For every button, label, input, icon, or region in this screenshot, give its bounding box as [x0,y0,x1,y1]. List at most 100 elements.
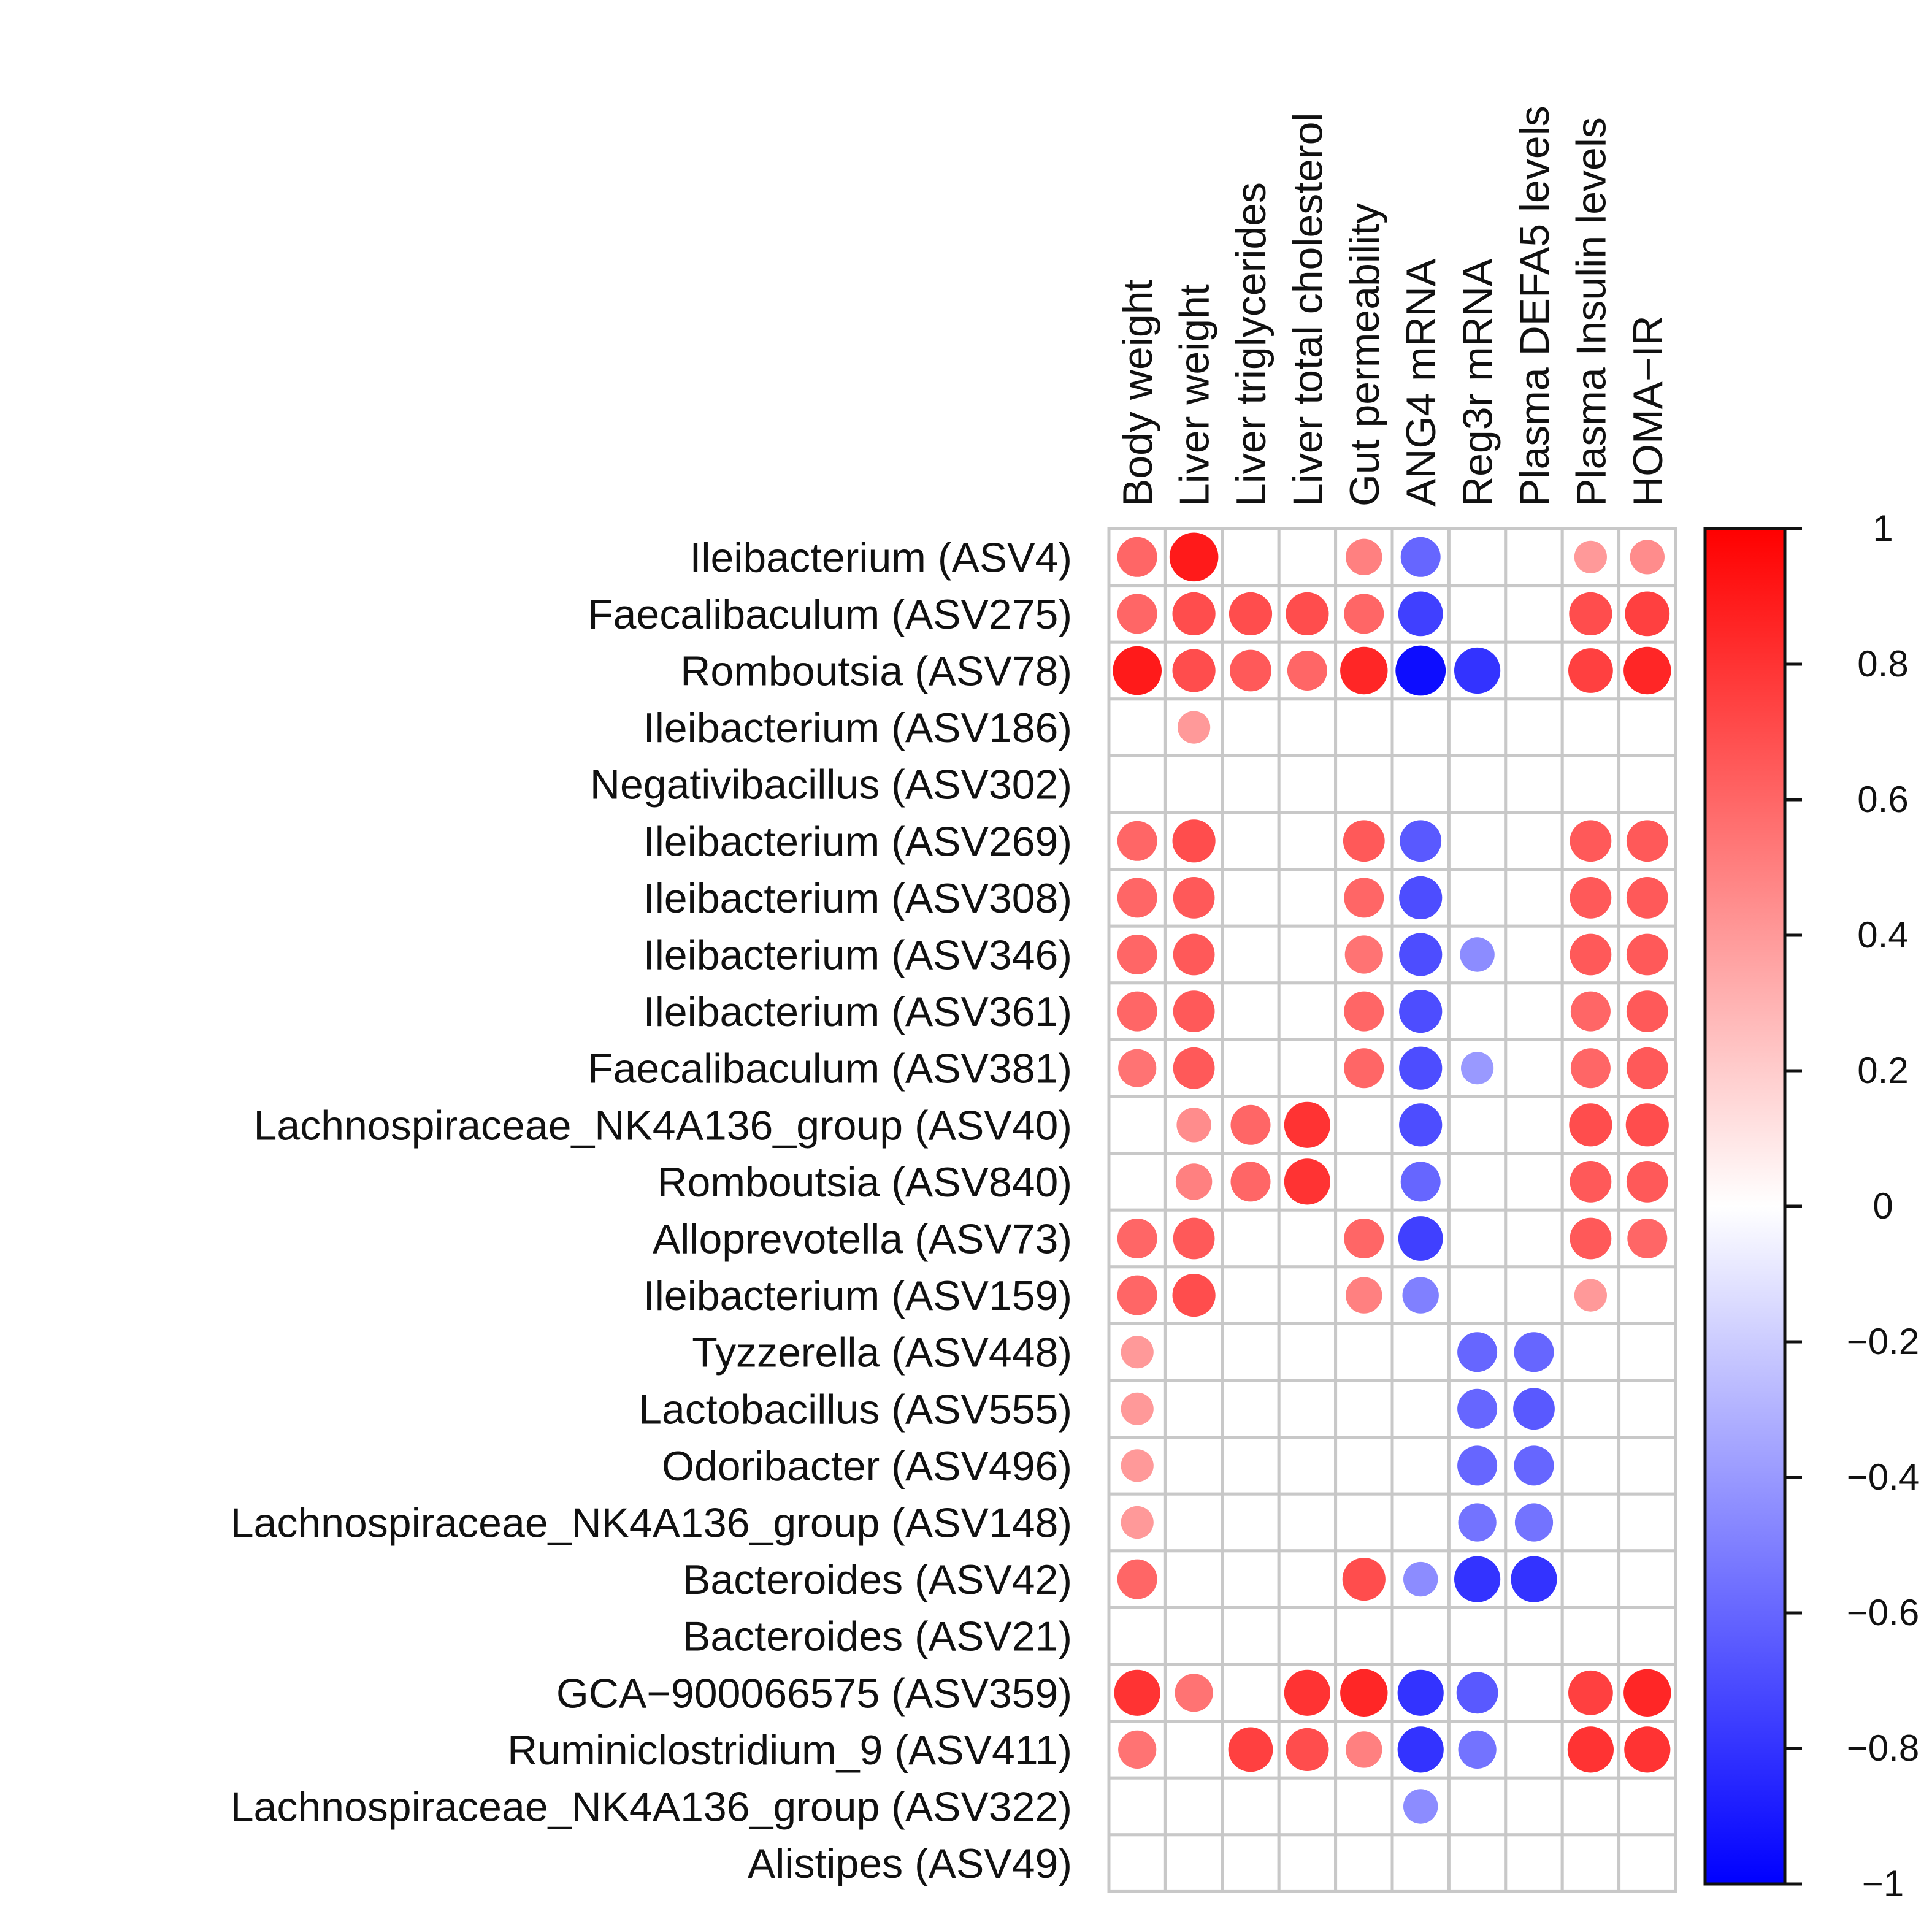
correlation-circle [1230,1162,1271,1202]
row-label: Ileibacterium (ASV308) [643,875,1072,922]
grid-cell [1447,1265,1508,1325]
correlation-circle [1458,1730,1497,1769]
grid-cell [1560,1833,1621,1893]
correlation-circle [1400,820,1442,862]
grid-cell [1277,1379,1338,1439]
column-label: HOMA−IR [1625,315,1671,507]
correlation-circle [1344,1219,1384,1258]
grid-cell [1504,1152,1564,1212]
grid-cell [1221,1833,1281,1893]
row-label: Lachnospiraceae_NK4A136_group (ASV40) [254,1102,1072,1149]
grid-cell [1221,981,1281,1041]
grid-cell [1504,1095,1564,1155]
row-label: Ileibacterium (ASV361) [643,989,1072,1035]
correlation-circle [1567,1726,1614,1773]
grid-cell [1277,1265,1338,1325]
correlation-circle [1229,592,1273,635]
grid-cell [1163,1322,1224,1382]
correlation-circle [1113,646,1162,695]
correlation-circle [1623,1669,1671,1717]
column-label: Liver weight [1171,284,1218,507]
grid-cell [1560,1606,1621,1666]
grid-cell [1504,1663,1564,1723]
correlation-circles [1113,532,1671,1824]
correlation-circle [1399,990,1443,1033]
grid-cell [1221,1549,1281,1609]
grid-cell [1447,527,1508,588]
row-label: Bacteroides (ASV21) [683,1614,1072,1660]
row-label: GCA−900066575 (ASV359) [556,1670,1072,1717]
row-labels: Ileibacterium (ASV4) Faecalibaculum (ASV2… [231,534,1072,1887]
correlation-circle [1398,591,1443,637]
correlation-circle [1568,1670,1613,1715]
correlation-circle [1172,649,1216,692]
correlation-circle [1454,647,1501,694]
grid-cell [1221,1322,1281,1382]
correlation-circle [1458,1503,1497,1542]
grid-cell [1504,527,1564,588]
correlation-circle [1117,878,1157,918]
row-label: Ileibacterium (ASV186) [643,705,1072,751]
correlation-circle [1569,1103,1612,1147]
correlation-circle [1178,711,1211,744]
grid-cell [1277,527,1338,588]
grid-cell [1163,1549,1224,1609]
grid-cell [1504,1776,1564,1837]
grid-cell [1617,1492,1677,1553]
grid-cell [1334,754,1394,814]
correlation-circle [1513,1388,1555,1430]
correlation-circle [1287,651,1327,691]
grid-cell [1277,811,1338,871]
correlation-circle [1230,649,1271,692]
correlation-circle [1284,1101,1330,1148]
row-label: Faecalibaculum (ASV381) [588,1046,1072,1092]
correlation-circle [1398,1216,1443,1261]
correlation-circle [1570,1217,1612,1260]
grid-cell [1107,754,1167,814]
correlation-circle [1461,1052,1494,1085]
column-label: Plasma DEFA5 levels [1511,105,1558,507]
correlation-circle [1570,877,1612,919]
correlation-circle [1623,646,1671,695]
grid-cell [1504,1833,1564,1893]
correlation-circle [1457,1332,1498,1372]
row-label: Tyzzerella (ASV448) [692,1330,1072,1376]
grid-cell [1221,697,1281,757]
grid-cell [1447,1152,1508,1212]
row-label: Ileibacterium (ASV159) [643,1273,1072,1319]
grid-cell [1107,1833,1167,1893]
row-label: Alistipes (ASV49) [748,1840,1072,1887]
correlation-circle [1228,1727,1273,1772]
grid-cell [1617,1322,1677,1382]
grid-cell [1163,1379,1224,1439]
grid-cell [1447,868,1508,928]
correlation-circle [1346,1277,1382,1314]
correlation-circle [1570,933,1612,976]
grid-cell [1334,1606,1394,1666]
grid-cell [1504,1038,1564,1098]
grid-cell [1617,1265,1677,1325]
grid-cell [1221,1265,1281,1325]
colorbar-tick-label: −0.2 [1847,1321,1919,1362]
grid-cell [1560,1549,1621,1609]
grid-cell [1617,1379,1677,1439]
grid-cell [1617,1606,1677,1666]
grid-cell [1504,981,1564,1041]
correlation-circle [1230,1104,1271,1145]
correlation-circle [1172,592,1216,635]
correlation-circle [1457,1445,1498,1486]
grid-cell [1277,868,1338,928]
grid-cell [1504,640,1564,701]
correlation-circle [1344,1048,1384,1089]
row-label: Lactobacillus (ASV555) [638,1386,1072,1433]
correlation-circle [1340,646,1388,695]
row-label: Faecalibaculum (ASV275) [588,591,1072,638]
correlation-circle [1514,1332,1554,1372]
grid-cell [1277,754,1338,814]
correlation-circle [1570,991,1611,1032]
grid-cell [1221,868,1281,928]
correlation-circle [1514,1445,1554,1486]
grid-cell [1221,1379,1281,1439]
